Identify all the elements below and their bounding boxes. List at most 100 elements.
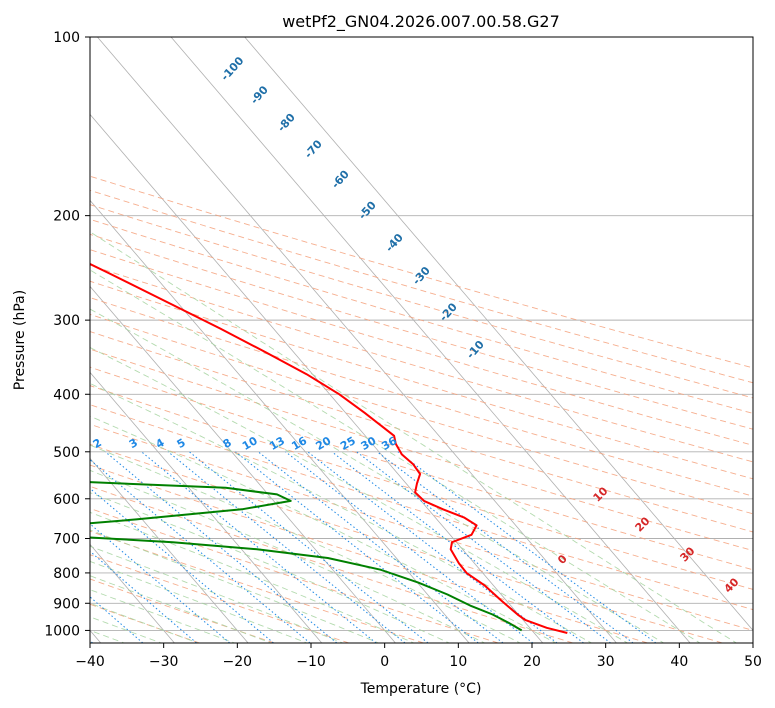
dry-adiabat-label: -50 bbox=[356, 198, 379, 222]
dry-adiabat-line bbox=[90, 233, 753, 430]
dry-adiabat-line bbox=[90, 603, 200, 643]
dewpoint-line bbox=[90, 481, 523, 632]
isotherm-line bbox=[244, 37, 753, 632]
moist-adiabat-label: 20 bbox=[633, 514, 653, 534]
dry-adiabat-label: -40 bbox=[383, 231, 406, 255]
isotherm-line bbox=[97, 37, 617, 643]
mixing-ratio-line bbox=[90, 487, 274, 643]
y-tick-label: 700 bbox=[53, 532, 80, 548]
mixing-ratio-line bbox=[90, 550, 197, 643]
y-tick-label: 300 bbox=[53, 313, 80, 329]
moist-adiabat-line bbox=[90, 560, 309, 643]
dry-adiabat-line bbox=[90, 385, 753, 590]
moist-adiabat-line bbox=[90, 231, 738, 643]
dry-adiabat-line bbox=[90, 297, 753, 497]
isotherm-line bbox=[90, 457, 249, 643]
dry-adiabat-line bbox=[90, 530, 424, 643]
mixing-ratio-line bbox=[307, 451, 558, 643]
dry-adiabat-line bbox=[90, 313, 753, 515]
x-tick-label: −30 bbox=[149, 654, 179, 670]
dry-adiabat-line bbox=[90, 578, 275, 643]
mixing-ratio-line bbox=[104, 451, 338, 643]
isotherm-line bbox=[90, 199, 470, 643]
mixing-ratio-label: 20 bbox=[314, 434, 334, 453]
dry-adiabat-label: -30 bbox=[410, 264, 433, 288]
dry-adiabat-line bbox=[90, 404, 753, 611]
moist-adiabat-label: 10 bbox=[591, 484, 611, 504]
y-tick-label: 200 bbox=[53, 209, 80, 225]
dry-adiabat-label: -70 bbox=[302, 137, 325, 161]
x-tick-label: 50 bbox=[744, 654, 762, 670]
mixing-ratio-label: 3 bbox=[127, 436, 140, 451]
mixing-ratio-label: 36 bbox=[379, 434, 399, 453]
mixing-ratio-line bbox=[285, 451, 534, 643]
moist-adiabat-line bbox=[90, 602, 200, 643]
mixing-ratio-line bbox=[90, 523, 231, 643]
dry-adiabat-line bbox=[90, 264, 753, 463]
isotherm-line bbox=[90, 285, 396, 643]
moist-adiabat-line bbox=[90, 511, 416, 643]
mixing-ratio-line bbox=[90, 459, 311, 643]
dry-adiabat-line bbox=[90, 280, 753, 480]
moist-adiabat-line bbox=[90, 444, 522, 643]
moist-adiabat-line bbox=[90, 346, 629, 643]
dry-adiabat-line bbox=[90, 554, 350, 643]
x-tick-label: −10 bbox=[296, 654, 326, 670]
mixing-ratio-label: 10 bbox=[240, 434, 260, 453]
dry-adiabat-line bbox=[90, 249, 753, 446]
dry-adiabat-line bbox=[90, 331, 753, 533]
dry-adiabat-line bbox=[90, 485, 574, 643]
mixing-ratio-line bbox=[188, 451, 429, 643]
dry-adiabat-label: -90 bbox=[248, 83, 271, 107]
dry-adiabat-line bbox=[90, 218, 753, 414]
moist-adiabat-line bbox=[90, 492, 451, 643]
moist-adiabat-line bbox=[90, 529, 380, 643]
x-tick-label: 0 bbox=[380, 654, 389, 670]
x-tick-label: 10 bbox=[449, 654, 467, 670]
dry-adiabat-line bbox=[90, 204, 753, 399]
mixing-ratio-line bbox=[376, 451, 634, 643]
dry-adiabat-line bbox=[90, 443, 723, 643]
chart-title: wetPf2_GN04.2026.007.00.58.G27 bbox=[282, 12, 560, 32]
moist-adiabat-line bbox=[90, 545, 345, 643]
moist-adiabat-label: 40 bbox=[722, 575, 742, 595]
dry-adiabat-label: -80 bbox=[275, 111, 298, 135]
mixing-ratio-label: 8 bbox=[221, 436, 234, 451]
dry-adiabat-line bbox=[90, 366, 753, 571]
dry-adiabat-line bbox=[90, 464, 648, 643]
dry-adiabat-label: -60 bbox=[329, 167, 352, 191]
y-tick-label: 600 bbox=[53, 492, 80, 508]
moist-adiabat-line bbox=[90, 383, 593, 643]
dry-adiabat-label: -10 bbox=[464, 338, 487, 362]
y-axis-title: Pressure (hPa) bbox=[12, 290, 28, 390]
mixing-ratio-line bbox=[167, 451, 406, 643]
x-tick-label: 40 bbox=[670, 654, 688, 670]
moist-adiabat-label: 30 bbox=[678, 544, 698, 564]
x-tick-label: −20 bbox=[223, 654, 253, 670]
isotherm-line bbox=[90, 371, 323, 643]
mixing-ratio-line bbox=[397, 451, 657, 643]
moist-adiabat-line bbox=[90, 575, 273, 643]
mixing-ratio-line bbox=[331, 451, 584, 643]
moist-adiabat-line bbox=[90, 415, 557, 643]
dry-adiabat-line bbox=[90, 189, 753, 384]
mixing-ratio-line bbox=[356, 451, 611, 643]
x-tick-label: 30 bbox=[597, 654, 615, 670]
moist-adiabat-line bbox=[90, 269, 701, 643]
moist-adiabat-line bbox=[90, 308, 665, 643]
mixing-ratio-label: 13 bbox=[267, 434, 287, 453]
x-tick-label: −40 bbox=[75, 654, 105, 670]
mixing-ratio-label: 5 bbox=[175, 436, 188, 451]
temperature-line bbox=[90, 262, 568, 634]
y-tick-label: 500 bbox=[53, 445, 80, 461]
isotherm-line bbox=[170, 37, 691, 643]
dry-adiabat-line bbox=[90, 348, 753, 552]
plot-frame bbox=[89, 36, 754, 644]
mixing-ratio-line bbox=[141, 451, 377, 643]
x-tick-label: 20 bbox=[523, 654, 541, 670]
y-tick-label: 900 bbox=[53, 596, 80, 612]
mixing-ratio-line bbox=[257, 451, 504, 643]
y-tick-label: 100 bbox=[53, 30, 80, 46]
moist-adiabat-line bbox=[90, 589, 236, 643]
